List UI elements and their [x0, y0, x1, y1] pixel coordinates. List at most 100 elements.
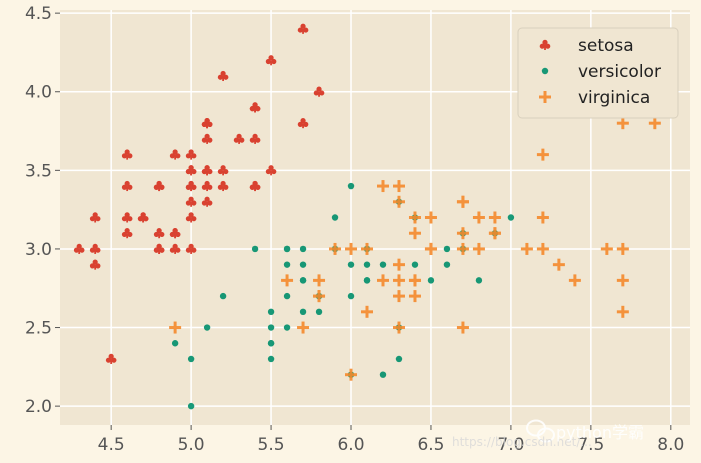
data-point	[376, 180, 389, 193]
data-point	[201, 117, 213, 129]
data-point	[185, 196, 197, 207]
data-point	[329, 242, 342, 255]
data-point	[89, 243, 101, 254]
data-point	[267, 324, 275, 331]
data-point	[89, 212, 101, 223]
x-tick-label: 7.0	[497, 435, 524, 455]
data-point	[347, 182, 355, 190]
data-point	[73, 243, 85, 254]
x-tick-label: 7.5	[577, 435, 604, 455]
data-point	[361, 305, 374, 318]
legend-item-virginica: virginica	[539, 88, 650, 108]
data-point	[536, 242, 549, 255]
axis-ticks	[55, 12, 672, 430]
data-point	[568, 274, 581, 287]
y-tick-label: 3.0	[25, 240, 52, 260]
data-point	[265, 55, 277, 66]
data-point	[392, 274, 405, 287]
legend-marker-club-icon	[539, 39, 551, 50]
data-point	[217, 180, 229, 192]
data-point	[169, 228, 181, 239]
data-point	[488, 227, 501, 240]
series-setosa	[73, 23, 325, 364]
y-tick-label: 4.0	[25, 83, 52, 103]
data-point	[299, 308, 307, 316]
data-point	[392, 258, 405, 271]
data-point	[392, 195, 405, 208]
data-point	[427, 277, 435, 284]
data-point	[137, 212, 149, 223]
data-point	[185, 243, 197, 254]
data-point	[185, 165, 197, 176]
data-point	[299, 261, 307, 268]
data-point	[392, 321, 405, 334]
data-point	[201, 180, 213, 192]
data-point	[648, 117, 661, 130]
data-point	[507, 214, 515, 221]
data-point	[520, 242, 533, 255]
data-point	[203, 324, 211, 331]
data-point	[153, 228, 165, 239]
data-point	[379, 371, 387, 378]
legend-label: setosa	[578, 36, 634, 56]
data-point	[616, 242, 629, 255]
data-points	[73, 23, 661, 410]
legend-marker-plus-icon	[539, 91, 551, 103]
data-point	[169, 243, 181, 254]
data-point	[249, 102, 261, 113]
data-point	[283, 324, 291, 331]
data-point	[315, 308, 323, 316]
series-virginica	[169, 117, 661, 381]
y-axis-tick-labels: 2.0 2.5 3.0 3.5 4.0 4.5	[25, 4, 52, 417]
data-point	[363, 261, 371, 268]
data-point	[363, 277, 371, 284]
legend-item-versicolor: versicolor	[541, 62, 661, 82]
watermark: https://blog.csdn.net/... python学霸	[452, 419, 644, 449]
data-point	[283, 292, 291, 300]
data-point	[297, 23, 309, 34]
data-point	[408, 274, 421, 287]
y-tick-label: 2.5	[25, 319, 52, 339]
data-point	[251, 245, 259, 253]
data-point	[169, 321, 182, 334]
data-point	[313, 274, 326, 287]
x-tick-label: 6.5	[417, 435, 444, 455]
data-point	[89, 259, 101, 270]
data-point	[379, 261, 387, 268]
data-point	[443, 261, 451, 268]
watermark-text: python学霸	[556, 423, 644, 442]
data-point	[456, 227, 469, 240]
y-tick-label: 4.5	[25, 4, 52, 24]
x-tick-label: 5.5	[258, 435, 285, 455]
data-point	[267, 340, 275, 347]
wechat-logo-icon	[526, 419, 555, 443]
data-point	[267, 355, 275, 363]
legend-box	[517, 27, 679, 119]
data-point	[411, 261, 419, 268]
data-point	[249, 180, 261, 192]
data-point	[443, 245, 451, 253]
data-point	[408, 290, 421, 303]
data-point	[267, 308, 275, 316]
x-tick-label: 4.5	[98, 435, 125, 455]
data-point	[313, 86, 325, 97]
x-tick-label: 5.0	[178, 435, 205, 455]
data-point	[488, 211, 501, 224]
data-point	[185, 180, 197, 192]
data-point	[121, 180, 133, 192]
data-point	[424, 211, 437, 224]
y-tick-label: 2.0	[25, 397, 52, 417]
data-point	[345, 368, 358, 381]
data-point	[345, 242, 358, 255]
data-point	[297, 117, 309, 129]
x-axis-tick-labels: 4.5 5.0 5.5 6.0 6.5 7.0 7.5 8.0	[98, 435, 685, 455]
data-point	[331, 214, 339, 221]
data-point	[249, 133, 261, 144]
data-point	[201, 133, 213, 144]
data-point	[392, 290, 405, 303]
x-tick-label: 8.0	[657, 435, 684, 455]
data-point	[201, 165, 213, 176]
data-point	[361, 242, 374, 255]
data-point	[153, 180, 165, 192]
